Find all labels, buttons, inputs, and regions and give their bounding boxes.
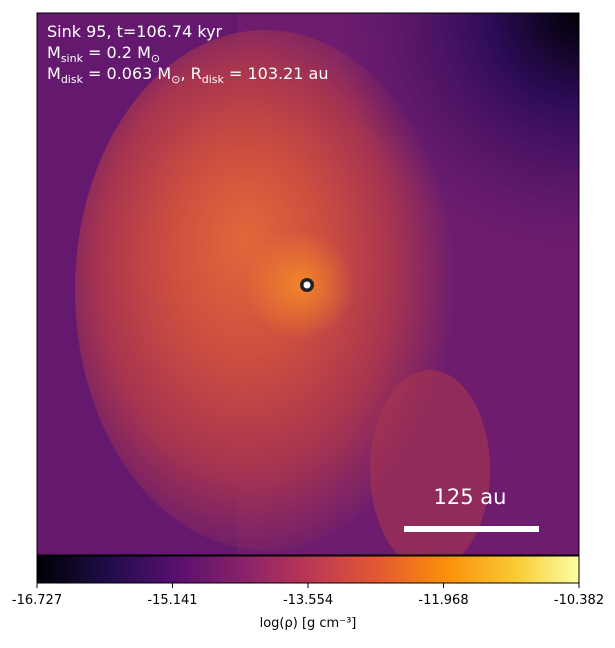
annotation-text: = 0.2 M [83,43,151,62]
annotation-subscript: disk [202,73,225,86]
annotation-text: M [47,43,61,62]
annotation: Mdisk = 0.063 M⊙, Rdisk = 103.21 au [47,64,328,86]
axes-frame [36,12,580,556]
annotation-subscript: disk [61,73,84,86]
colorbar-tick-label: -10.382 [554,593,604,608]
colorbar-label: log(ρ) [g cm⁻³] [260,616,357,631]
colorbar-tick-label: -11.968 [418,593,468,608]
annotation-subscript: ⊙ [171,73,180,86]
annotation-subscript: sink [61,52,84,65]
annotation-text: = 0.063 M [83,64,171,83]
colorbar [36,555,580,584]
annotation: Sink 95, t=106.74 kyr [47,22,223,41]
annotation: Msink = 0.2 M⊙ [47,43,160,65]
annotation-text: Sink 95, t=106.74 kyr [47,22,223,41]
scale-bar-label: 125 au [434,485,507,509]
annotation-text: , R [180,64,201,83]
colorbar-tick-label: -16.727 [12,593,62,608]
colorbar-tick-label: -13.554 [283,593,333,608]
colorbar-tick-label: -15.141 [147,593,197,608]
annotation-text: M [47,64,61,83]
annotation-subscript: ⊙ [151,52,160,65]
annotation-text: = 103.21 au [224,64,329,83]
density-map [37,13,579,555]
